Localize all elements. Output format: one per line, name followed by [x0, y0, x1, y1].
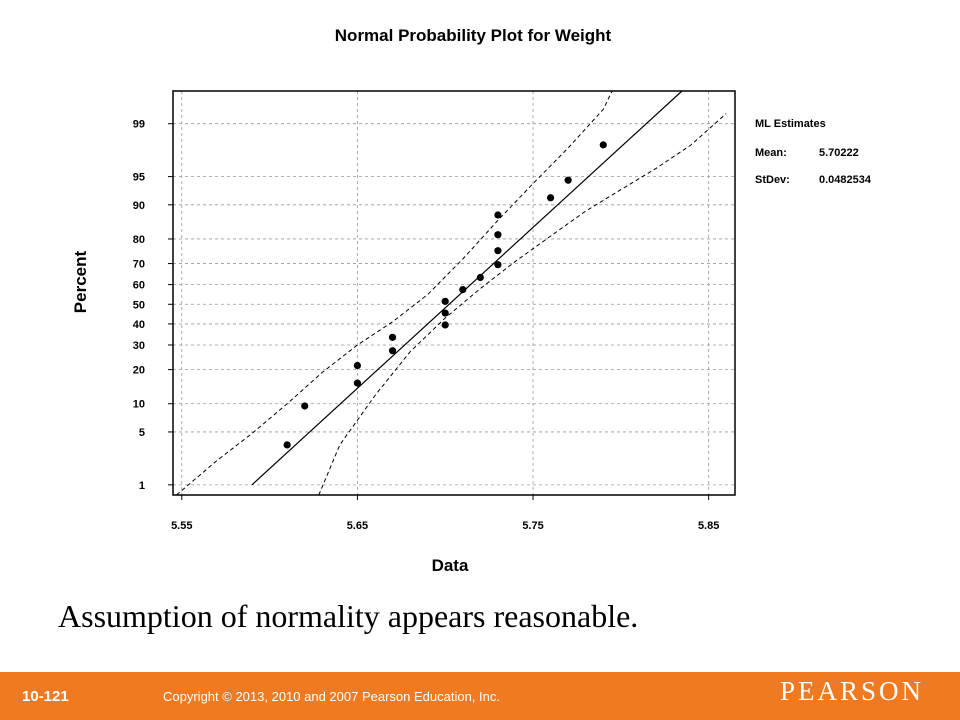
- data-point: [494, 247, 502, 255]
- x-tick-label: 5.75: [522, 520, 543, 532]
- publisher-logo: PEARSON: [780, 676, 925, 706]
- footer-bar: 10-121 Copyright © 2013, 2010 and 2007 P…: [0, 672, 960, 720]
- stdev-value: 0.0482534: [819, 174, 872, 186]
- data-point: [476, 273, 484, 282]
- data-point: [353, 361, 362, 370]
- data-point: [564, 176, 572, 184]
- copyright-notice: Copyright © 2013, 2010 and 2007 Pearson …: [163, 689, 500, 704]
- data-point: [353, 379, 362, 387]
- y-tick-label: 20: [133, 365, 145, 377]
- mean-value: 5.70222: [819, 147, 859, 159]
- data-point: [599, 141, 607, 149]
- y-tick-label: 99: [133, 119, 145, 131]
- slide-number: 10-121: [22, 688, 69, 705]
- data-point: [283, 441, 291, 449]
- y-tick-label: 5: [139, 427, 145, 439]
- y-tick-label: 90: [133, 200, 145, 212]
- y-tick-label: 60: [133, 280, 145, 292]
- ml-estimates-panel: ML Estimates Mean: 5.70222 StDev: 0.0482…: [755, 118, 872, 186]
- y-tick-label: 80: [133, 234, 145, 246]
- data-point: [301, 402, 309, 410]
- y-tick-label: 95: [133, 172, 145, 184]
- data-point: [546, 194, 555, 202]
- ml-estimates-heading: ML Estimates: [755, 118, 826, 130]
- caption: Assumption of normality appears reasonab…: [58, 598, 639, 634]
- y-axis-label: Percent: [71, 250, 90, 313]
- x-axis-label: Data: [432, 556, 469, 575]
- grid-layer: [173, 91, 735, 495]
- x-tick-label: 5.65: [347, 520, 368, 532]
- data-point: [494, 261, 502, 269]
- x-tick-label: 5.55: [171, 520, 192, 532]
- data-point: [441, 321, 449, 329]
- fit-line-layer: [251, 90, 683, 486]
- chart-title: Normal Probability Plot for Weight: [335, 26, 612, 45]
- tick-labels-layer: 1 5 10 20 30 40 50 60 70 80 90 95 99 5.55 5.65 5.75 5.85: [133, 119, 720, 532]
- confidence-band-layer: [176, 90, 727, 496]
- data-point: [459, 285, 467, 294]
- data-point: [441, 309, 449, 317]
- data-point: [388, 347, 397, 355]
- data-point: [494, 231, 502, 239]
- stdev-label: StDev:: [755, 174, 790, 186]
- y-tick-label: 1: [139, 480, 145, 492]
- mean-label: Mean:: [755, 147, 787, 159]
- confidence-band-lower: [318, 113, 727, 496]
- y-tick-label: 30: [133, 340, 145, 352]
- data-point: [441, 297, 449, 305]
- normal-probability-chart: 1 5 10 20 30 40 50 60 70 80 90 95 99 5.55 5.65 5.75 5.85…: [71, 26, 872, 575]
- confidence-band-upper: [176, 90, 613, 496]
- plot-frame: [172, 90, 736, 496]
- y-tick-label: 50: [133, 299, 145, 311]
- fitted-line: [251, 90, 683, 486]
- data-points-layer: [283, 141, 607, 449]
- y-tick-label: 10: [133, 399, 145, 411]
- y-tick-label: 40: [133, 319, 145, 331]
- data-point: [388, 333, 397, 341]
- x-tick-label: 5.85: [698, 520, 719, 532]
- y-tick-label: 70: [133, 259, 145, 271]
- data-point: [494, 211, 502, 219]
